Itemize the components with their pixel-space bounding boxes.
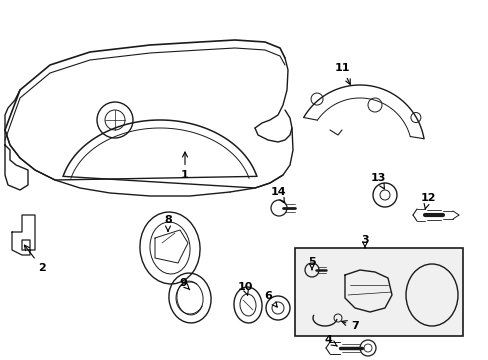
Text: 2: 2 xyxy=(24,245,46,273)
Text: 10: 10 xyxy=(237,282,252,295)
Text: 11: 11 xyxy=(334,63,349,84)
Text: 13: 13 xyxy=(369,173,385,189)
Text: 9: 9 xyxy=(179,278,189,290)
Bar xyxy=(294,248,462,336)
Text: 7: 7 xyxy=(341,321,358,331)
Text: 8: 8 xyxy=(164,215,171,231)
Text: 3: 3 xyxy=(361,235,368,248)
Text: 1: 1 xyxy=(181,152,188,180)
Text: 5: 5 xyxy=(307,257,315,270)
Text: 4: 4 xyxy=(324,335,336,346)
Text: 12: 12 xyxy=(419,193,435,209)
Text: 6: 6 xyxy=(264,291,277,307)
Text: 14: 14 xyxy=(270,187,285,203)
